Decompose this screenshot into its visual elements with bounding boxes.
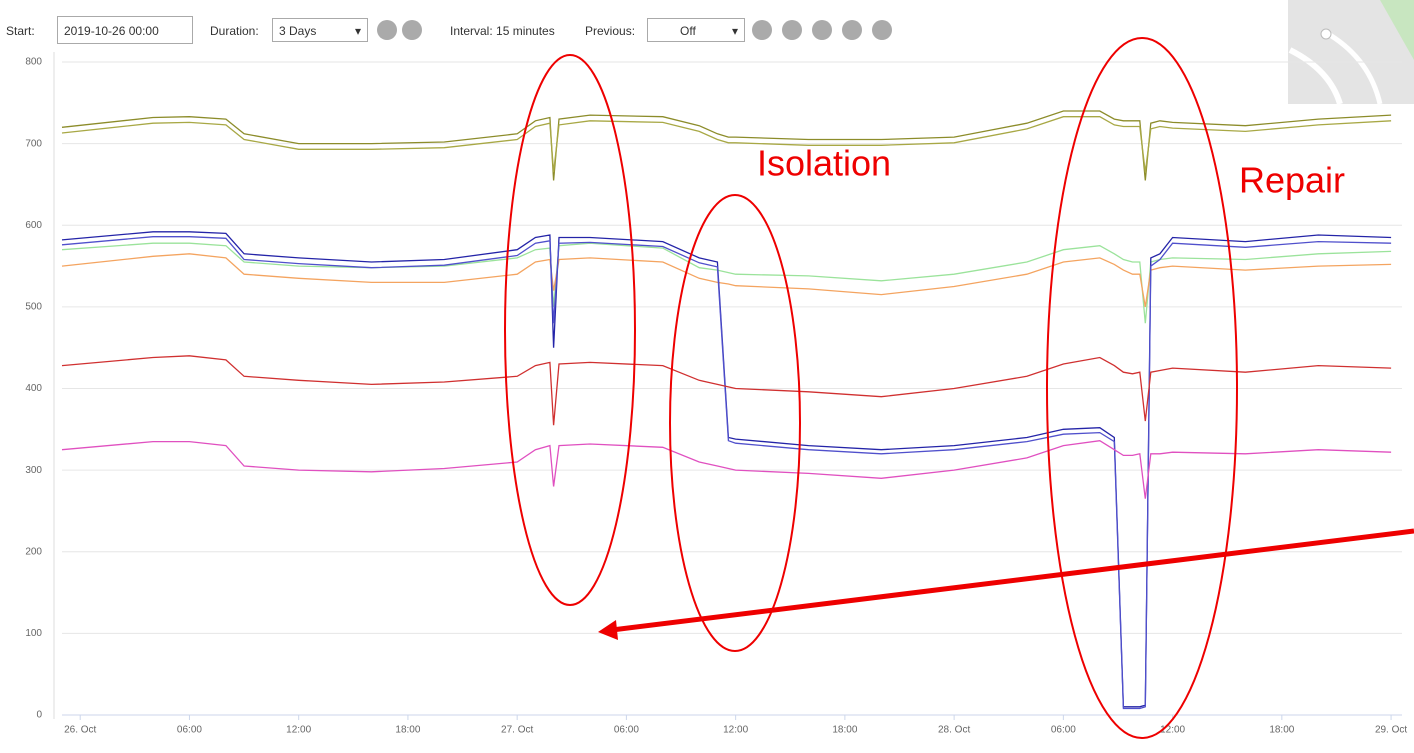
x-tick-label: 12:00 xyxy=(286,725,311,736)
highlight-ellipse xyxy=(669,194,801,652)
plot: 0 100 200 300 400 500 600 700 800 26. Oct 06:00 12:… xyxy=(25,52,1407,736)
y-tick-label: 400 xyxy=(25,383,42,394)
layers-button[interactable] xyxy=(752,20,772,40)
x-tick-label: 18:00 xyxy=(832,725,857,736)
series-line xyxy=(61,110,1392,181)
y-tick-label: 0 xyxy=(36,710,42,721)
previous-value: Off xyxy=(680,24,696,38)
caret: ▾ xyxy=(354,24,361,38)
series-line xyxy=(61,231,1392,708)
x-tick-label: 29. Oct xyxy=(1375,725,1407,736)
y-tick-label: 100 xyxy=(25,628,42,639)
highlight-ellipse xyxy=(504,54,636,606)
y-tick-label: 600 xyxy=(25,220,42,231)
interval: Interval: 15 minutes xyxy=(450,24,555,38)
overlay: Isolation Repair xyxy=(504,37,1414,739)
series-line xyxy=(61,440,1392,499)
y-tick-label: 200 xyxy=(25,546,42,557)
x-tick-label: 12:00 xyxy=(1160,725,1185,736)
tool-button[interactable] xyxy=(782,20,802,40)
y-tick-label: 800 xyxy=(25,57,42,68)
map-pin xyxy=(1320,28,1332,40)
play-button[interactable] xyxy=(872,20,892,40)
map-thumbnail xyxy=(1288,0,1414,105)
previous-label: Previous: xyxy=(585,24,636,38)
prev-button[interactable] xyxy=(377,20,397,40)
series-line xyxy=(61,236,1392,710)
caret: ▾ xyxy=(731,24,738,38)
y-tick-label: 300 xyxy=(25,465,42,476)
series-line xyxy=(61,116,1392,173)
previous-select[interactable]: Off ▾ xyxy=(647,18,745,42)
x-tick-label: 18:00 xyxy=(1269,725,1294,736)
map-park xyxy=(1380,0,1414,60)
x-tick-label: 12:00 xyxy=(723,725,748,736)
x-tick-label: 27. Oct xyxy=(501,725,533,736)
x-tick-label: 28. Oct xyxy=(938,725,970,736)
x-tick-label: 18:00 xyxy=(395,725,420,736)
x-tick-label: 26. Oct xyxy=(64,725,96,736)
x-tick-label: 06:00 xyxy=(177,725,202,736)
highlight-ellipse xyxy=(1046,37,1238,739)
settings-button[interactable] xyxy=(812,20,832,40)
next-button[interactable] xyxy=(402,20,422,40)
x-tick-label: 06:00 xyxy=(614,725,639,736)
start-input[interactable]: 2019-10-26 00:00 xyxy=(57,16,193,44)
arrow-head xyxy=(598,620,618,640)
x-tick-label: 06:00 xyxy=(1051,725,1076,736)
series-line xyxy=(61,355,1392,426)
map-road xyxy=(1288,47,1343,105)
refresh-button[interactable] xyxy=(842,20,862,40)
toolbar: Start: 2019-10-26 00:00 Duration: 3 Days… xyxy=(0,0,1414,44)
duration-value: 3 Days xyxy=(279,24,317,38)
annotation: Isolation xyxy=(757,143,891,184)
annotation: Repair xyxy=(1239,160,1345,201)
arrow-shaft xyxy=(611,528,1414,633)
duration-select[interactable]: 3 Days ▾ xyxy=(272,18,368,42)
y-tick-label: 700 xyxy=(25,138,42,149)
map-road xyxy=(1328,32,1383,105)
series-line xyxy=(61,253,1392,308)
y-tick-label: 500 xyxy=(25,302,42,313)
duration-label: Duration: xyxy=(210,24,259,38)
start-label: Start: xyxy=(6,24,35,38)
